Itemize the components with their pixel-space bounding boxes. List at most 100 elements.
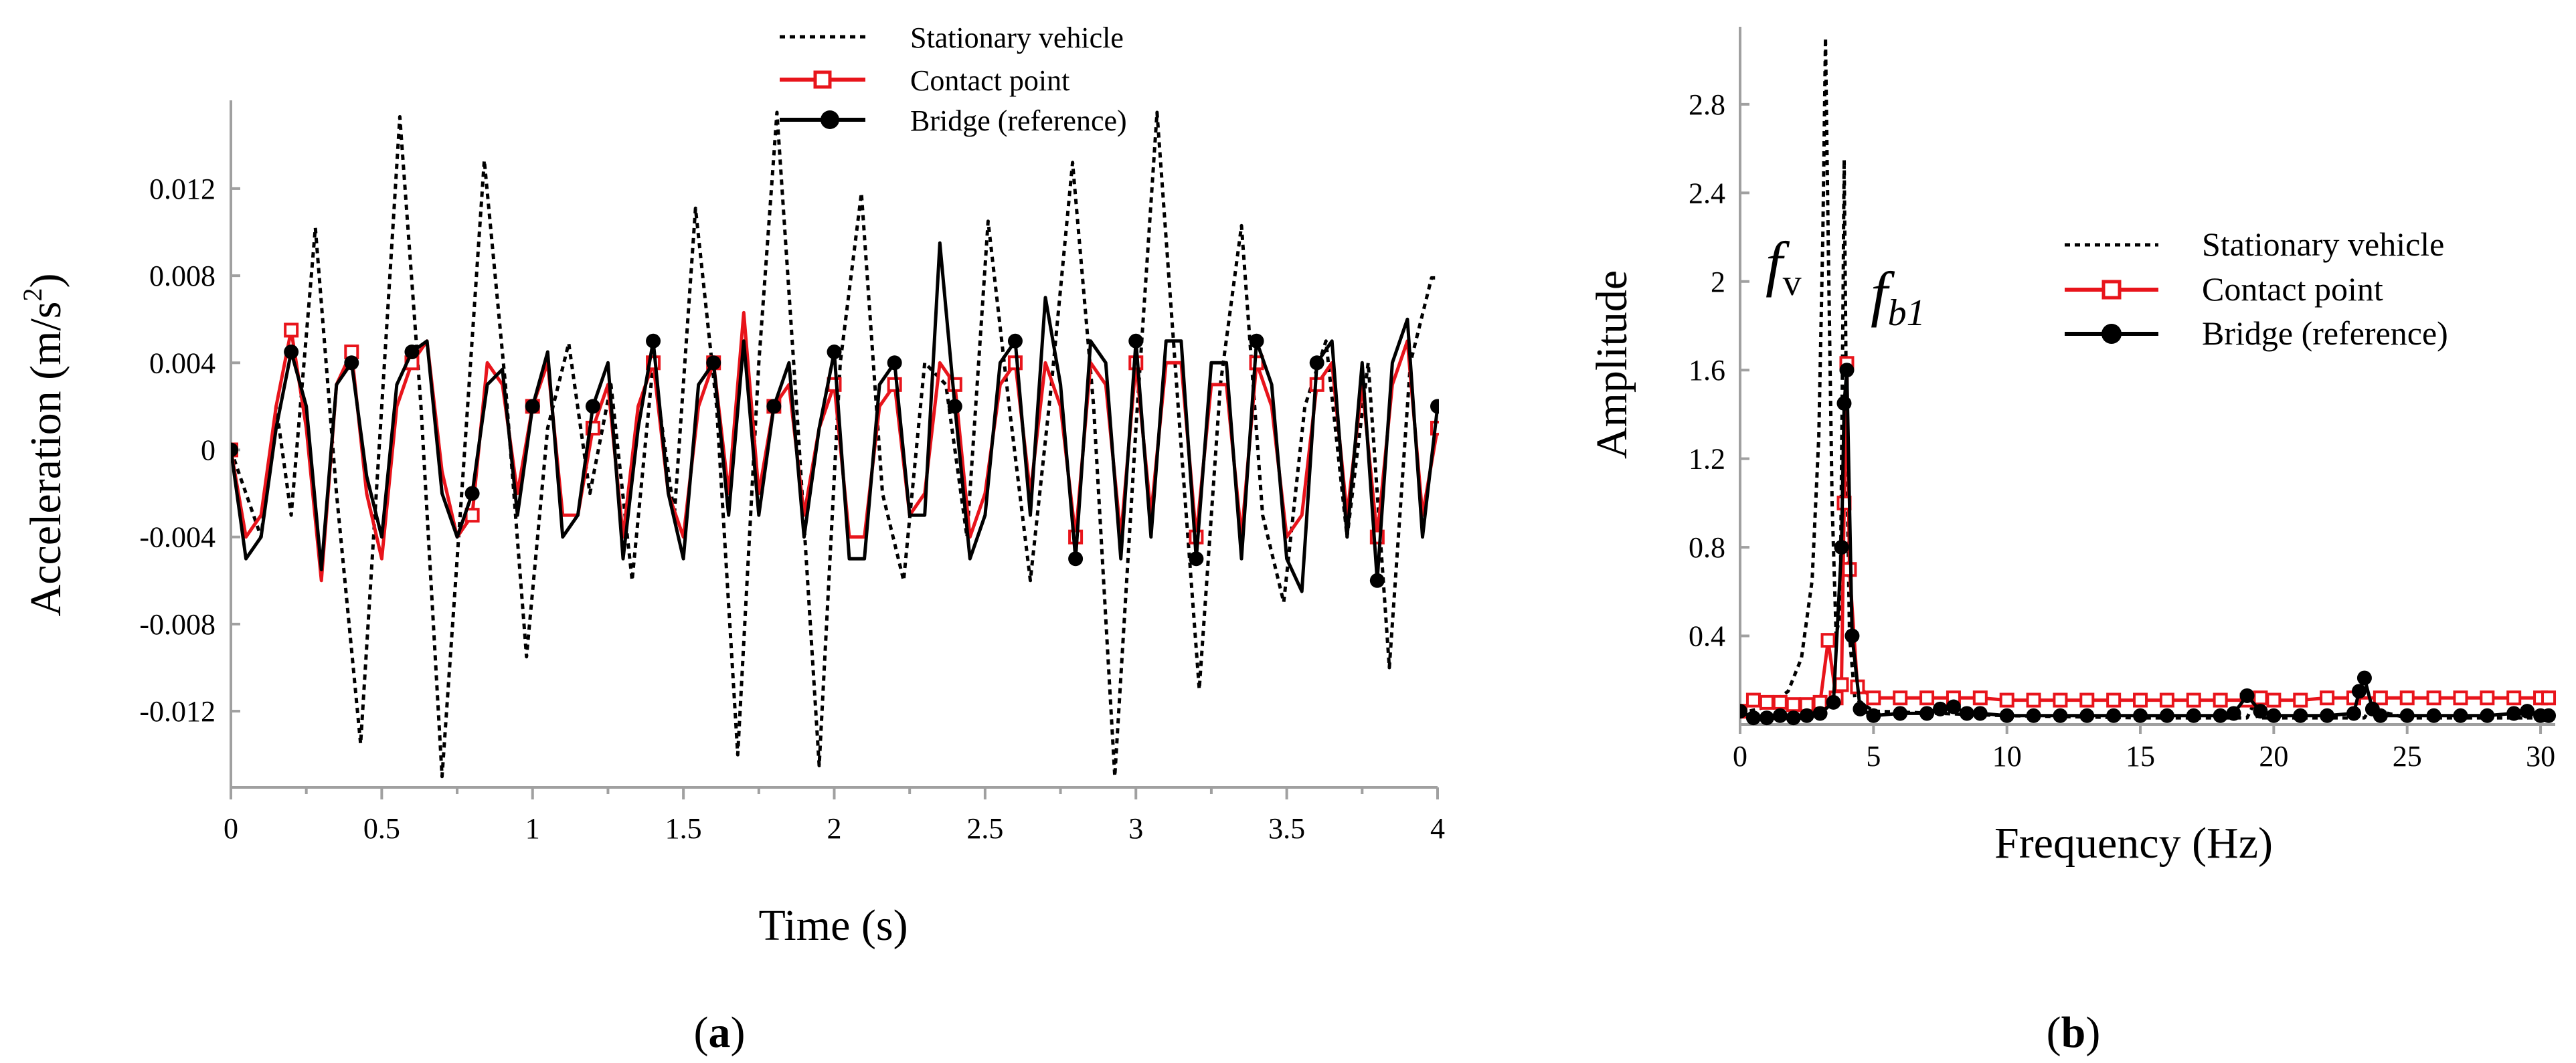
legend-b-item-contact-point: Contact point <box>2065 270 2383 308</box>
data-point-contact-point <box>2106 692 2122 708</box>
x-tick-label: 20 <box>2259 740 2288 773</box>
data-point-bridge-reference <box>2133 708 2148 723</box>
y-tick-label: 0 <box>201 434 216 467</box>
data-point-bridge-reference <box>344 355 359 371</box>
chart-b-y-ticks: 2.8 2.4 2 1.6 1.2 0.8 0.4 <box>1689 88 1749 653</box>
series-line-bridge-reference <box>1740 368 2549 720</box>
data-point-bridge-reference <box>585 399 600 414</box>
panel-a-label-letter: a <box>709 1008 731 1057</box>
data-point-bridge-reference <box>2213 708 2228 723</box>
data-point-bridge-reference <box>706 355 721 371</box>
chart-a-x-ticks: 0 0.5 1 1.5 2 2.5 3 3.5 4 <box>224 787 1445 845</box>
chart-a-y-axis-label-main: Acceleration (m/s <box>21 302 70 617</box>
data-point-contact-point <box>2293 692 2308 708</box>
data-point-bridge-reference <box>1834 540 1849 555</box>
panel-b-label-close: ) <box>2085 1008 2100 1057</box>
data-point-bridge-reference <box>1839 363 1855 378</box>
x-tick-label: 15 <box>2126 740 2155 773</box>
y-tick-label: -0.004 <box>139 521 216 554</box>
data-point-bridge-reference <box>1249 333 1264 349</box>
y-tick-label: 0.012 <box>149 173 216 205</box>
data-point-contact-point <box>1745 692 1761 708</box>
series-line-stationary-vehicle <box>1740 36 2546 720</box>
y-tick-label: -0.008 <box>139 608 216 641</box>
chart-a-y-axis-label-end: ) <box>21 274 70 288</box>
legend-a-bridge-marker <box>821 110 839 129</box>
panel-b-label-letter: b <box>2061 1008 2086 1057</box>
data-point-contact-point <box>2133 692 2148 708</box>
data-point-bridge-reference <box>2373 708 2388 723</box>
data-point-bridge-reference <box>1844 628 1860 644</box>
x-tick-label: 2.5 <box>966 812 1003 845</box>
data-point-contact-point <box>1919 690 1935 706</box>
chart-a: 0.012 0.008 0.004 0 -0.004 -0.008 -0.012 0 0.5 1… <box>17 21 1445 1057</box>
data-point-bridge-reference <box>2026 708 2041 723</box>
annotation-fb1: fb1 <box>1871 260 1925 334</box>
data-point-contact-point <box>2426 690 2441 706</box>
y-tick-label: 0.004 <box>149 347 216 379</box>
chart-a-y-ticks: 0.012 0.008 0.004 0 -0.004 -0.008 -0.012 <box>139 173 240 728</box>
data-point-bridge-reference <box>1430 399 1439 414</box>
legend-b-stationary-label: Stationary vehicle <box>2202 225 2444 263</box>
legend-b-bridge-marker <box>2101 324 2122 344</box>
y-tick-label: -0.012 <box>139 695 216 728</box>
data-point-bridge-reference <box>1369 573 1385 588</box>
legend-a-item-bridge: Bridge (reference) <box>780 104 1127 137</box>
data-point-bridge-reference <box>2426 708 2441 723</box>
legend-a-bridge-label: Bridge (reference) <box>910 104 1127 137</box>
data-point-bridge-reference <box>1068 551 1084 567</box>
data-point-bridge-reference <box>1893 706 1908 721</box>
series-line-stationary-vehicle <box>231 110 1438 779</box>
x-tick-label: 10 <box>1992 740 2022 773</box>
data-point-bridge-reference <box>1933 701 1948 716</box>
data-point-bridge-reference <box>2541 708 2557 723</box>
data-point-bridge-reference <box>2079 708 2095 723</box>
panel-b-label: (b) <box>2047 1008 2101 1057</box>
data-point-bridge-reference <box>1772 708 1788 723</box>
x-tick-label: 0 <box>1733 740 1747 773</box>
data-point-bridge-reference <box>1309 355 1324 371</box>
data-point-bridge-reference <box>1740 704 1747 719</box>
data-point-bridge-reference <box>1812 706 1828 721</box>
data-point-bridge-reference <box>1128 333 1144 349</box>
chart-a-y-axis-label-sup: 2 <box>17 288 48 302</box>
chart-b-y-axis-label: Amplitude <box>1587 270 1636 459</box>
data-point-bridge-reference <box>2346 706 2361 721</box>
data-point-bridge-reference <box>2399 708 2415 723</box>
legend-b-contact-marker <box>2101 280 2122 300</box>
chart-a-series <box>231 110 1439 779</box>
data-point-contact-point <box>2480 690 2495 706</box>
data-point-contact-point <box>1786 697 1801 712</box>
data-point-contact-point <box>464 508 480 523</box>
data-point-bridge-reference <box>2159 708 2174 723</box>
data-point-contact-point <box>2373 690 2388 706</box>
legend-b-item-bridge: Bridge (reference) <box>2065 314 2448 352</box>
data-point-bridge-reference <box>2186 708 2201 723</box>
data-point-bridge-reference <box>2293 708 2308 723</box>
chart-a-legend: Stationary vehicle Contact point Bridge … <box>780 21 1127 137</box>
data-point-bridge-reference <box>2506 706 2522 721</box>
x-tick-label: 4 <box>1430 812 1445 845</box>
data-point-bridge-reference <box>2106 708 2122 723</box>
data-point-bridge-reference <box>1759 710 1774 726</box>
chart-b-series <box>1740 36 2557 726</box>
data-point-bridge-reference <box>1866 708 1881 723</box>
data-point-bridge-reference <box>1786 710 1801 726</box>
y-tick-label: 0.008 <box>149 260 216 292</box>
x-tick-label: 1 <box>525 812 540 845</box>
data-point-bridge-reference <box>1946 699 1961 714</box>
x-tick-label: 5 <box>1866 740 1881 773</box>
x-tick-label: 3.5 <box>1268 812 1305 845</box>
data-point-contact-point <box>284 322 299 338</box>
data-point-bridge-reference <box>766 399 782 414</box>
legend-a-stationary-label: Stationary vehicle <box>910 21 1124 54</box>
data-point-contact-point <box>1759 694 1774 710</box>
y-tick-label: 2.4 <box>1689 177 1725 209</box>
data-point-contact-point <box>1893 690 1908 706</box>
data-point-contact-point <box>2026 692 2041 708</box>
data-point-contact-point <box>2399 690 2415 706</box>
data-point-contact-point <box>2253 690 2268 706</box>
y-tick-label: 1.2 <box>1689 443 1725 476</box>
data-point-contact-point <box>1772 694 1788 710</box>
data-point-bridge-reference <box>947 399 962 414</box>
